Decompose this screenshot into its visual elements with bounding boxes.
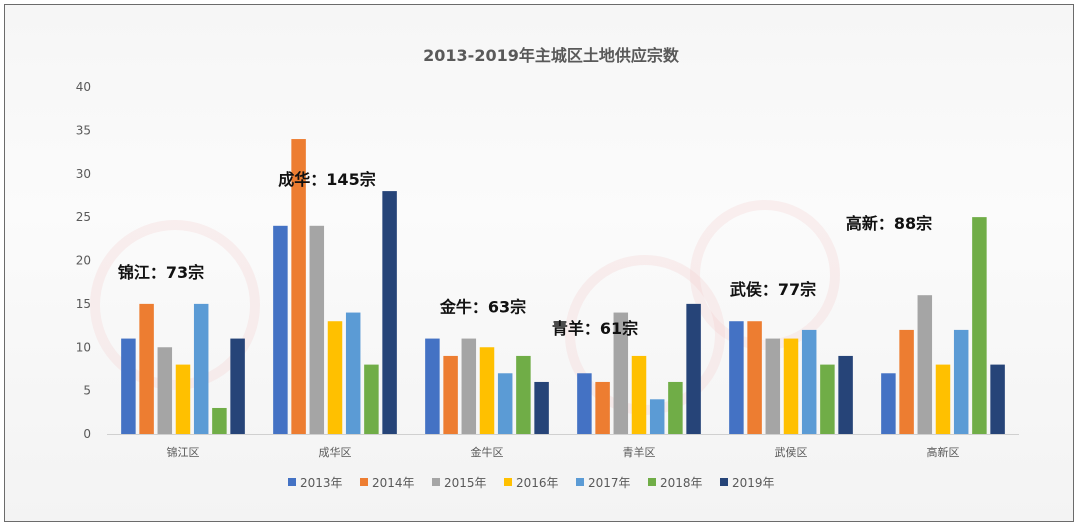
bar <box>443 355 458 434</box>
x-tick-label: 金牛区 <box>471 445 504 459</box>
legend-swatch <box>288 478 296 486</box>
watermark-shape <box>690 200 840 350</box>
bar-chart: 2013-2019年主城区土地供应宗数 0 5 10 15 20 25 30 35 40 锦江区… <box>76 46 1019 490</box>
x-tick-label: 高新区 <box>927 445 960 459</box>
bar <box>516 355 531 434</box>
y-tick-label: 30 <box>76 167 91 181</box>
bar <box>193 303 209 434</box>
bar <box>765 338 781 434</box>
legend-swatch <box>576 478 584 486</box>
bar <box>327 321 343 434</box>
y-tick-label: 5 <box>83 384 91 398</box>
bar <box>668 381 683 434</box>
annotation-label: 武侯：77宗 <box>730 280 816 299</box>
bar <box>917 295 933 434</box>
y-tick-label: 25 <box>76 210 91 224</box>
legend-label: 2019年 <box>732 476 775 490</box>
chart-title: 2013-2019年主城区土地供应宗数 <box>423 46 680 65</box>
legend-label: 2014年 <box>372 476 415 490</box>
bar <box>881 373 896 434</box>
bar <box>534 381 549 434</box>
bar <box>990 364 1005 434</box>
bar <box>479 347 495 434</box>
legend-label: 2015年 <box>444 476 487 490</box>
bar <box>613 312 629 434</box>
y-tick-label: 40 <box>76 80 91 94</box>
y-axis: 0 5 10 15 20 25 30 35 40 <box>76 80 91 441</box>
bar <box>686 303 701 434</box>
x-axis: 锦江区 成华区 金牛区 青羊区 武侯区 高新区 <box>107 434 1019 459</box>
chart-frame: 2013-2019年主城区土地供应宗数 0 5 10 15 20 25 30 35 40 锦江区… <box>4 4 1074 522</box>
bar <box>425 338 440 434</box>
annotation-label: 高新：88宗 <box>846 214 932 233</box>
bar <box>175 364 191 434</box>
bars <box>121 139 1005 435</box>
bar <box>838 355 853 434</box>
bar <box>273 225 288 434</box>
annotation-label: 锦江：73宗 <box>118 263 204 282</box>
bar <box>577 373 592 434</box>
bar <box>935 364 951 434</box>
bar <box>899 329 914 434</box>
bar <box>972 217 987 434</box>
bar <box>291 139 306 435</box>
x-tick-label: 成华区 <box>319 445 352 459</box>
annotation-label: 金牛：63宗 <box>439 298 526 317</box>
bar <box>364 364 379 434</box>
bar <box>157 347 173 434</box>
annotation-label: 成华：145宗 <box>278 170 375 189</box>
bar <box>230 338 245 434</box>
bar <box>461 338 477 434</box>
bar <box>747 321 762 434</box>
bar <box>345 312 361 434</box>
bar <box>121 338 136 434</box>
bar <box>729 321 744 434</box>
bar <box>382 191 397 434</box>
legend-label: 2016年 <box>516 476 559 490</box>
bar <box>309 225 325 434</box>
bar <box>953 329 969 434</box>
legend-swatch <box>648 478 656 486</box>
bar <box>801 329 817 434</box>
y-tick-label: 0 <box>83 427 91 441</box>
bar <box>595 381 610 434</box>
bar <box>783 338 799 434</box>
x-tick-label: 武侯区 <box>775 445 808 459</box>
legend-label: 2013年 <box>300 476 343 490</box>
bar <box>139 303 154 434</box>
legend-label: 2018年 <box>660 476 703 490</box>
annotation-label: 青羊：61宗 <box>552 319 638 338</box>
bar <box>820 364 835 434</box>
x-tick-label: 锦江区 <box>167 445 200 459</box>
legend-swatch <box>360 478 368 486</box>
watermark-shape <box>90 220 260 390</box>
y-tick-label: 20 <box>76 254 91 268</box>
legend-label: 2017年 <box>588 476 631 490</box>
bar <box>649 399 665 434</box>
bar <box>497 373 513 434</box>
y-tick-label: 15 <box>76 297 91 311</box>
bar <box>212 407 227 434</box>
legend-swatch <box>720 478 728 486</box>
legend: 2013年 2014年 2015年 2016年 2017年 2018年 2019年 <box>288 476 775 490</box>
bar <box>631 355 647 434</box>
y-tick-label: 35 <box>76 123 91 137</box>
legend-swatch <box>432 478 440 486</box>
x-tick-label: 青羊区 <box>623 445 656 459</box>
legend-swatch <box>504 478 512 486</box>
y-tick-label: 10 <box>76 340 91 354</box>
